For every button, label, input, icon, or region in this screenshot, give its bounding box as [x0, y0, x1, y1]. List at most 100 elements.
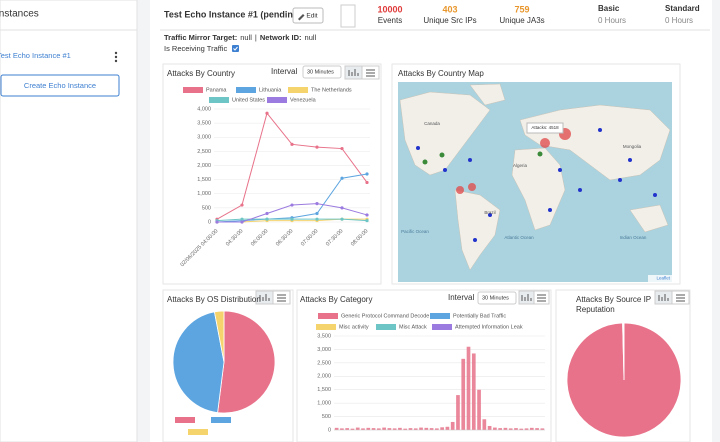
legend-label[interactable]: Venezuela	[290, 97, 317, 103]
separator: |	[255, 33, 257, 42]
bar	[382, 427, 386, 430]
chart-toggle[interactable]	[654, 290, 673, 305]
legend-swatch[interactable]	[209, 97, 229, 103]
header-panel	[150, 0, 712, 62]
bar	[350, 428, 355, 430]
legend-label[interactable]: United States	[232, 97, 265, 103]
y-tick-label: 500	[202, 205, 211, 211]
chart-toggle[interactable]	[255, 290, 274, 305]
stat-value: 759	[514, 4, 529, 14]
bar	[376, 428, 381, 430]
chart-title: Attacks By Source IP Reputation	[576, 295, 651, 314]
y-tick-label: 1,000	[317, 401, 331, 407]
legend-swatch[interactable]	[288, 87, 308, 93]
receiving-label: Is Receiving Traffic	[164, 44, 227, 53]
bar	[477, 389, 481, 430]
legend-label[interactable]: Panama	[206, 87, 227, 93]
map-label: Pacific Ocean	[401, 229, 429, 234]
table-toggle[interactable]	[272, 290, 291, 305]
bar	[408, 428, 413, 430]
create-button-label[interactable]: Create Echo Instance	[24, 81, 96, 90]
table-toggle[interactable]	[533, 290, 550, 305]
data-point	[290, 203, 294, 207]
pie-slice	[213, 310, 225, 363]
pie-slice	[217, 310, 276, 414]
map-attribution[interactable]: Leaflet	[656, 276, 670, 281]
y-tick-label: 3,500	[197, 121, 211, 127]
legend-swatch[interactable]	[188, 429, 208, 435]
legend-label[interactable]: Misc activity	[339, 324, 369, 330]
table-toggle[interactable]	[361, 65, 380, 80]
data-point	[315, 217, 319, 221]
receiving-checkbox[interactable]	[232, 45, 239, 52]
y-tick-label: 3,000	[317, 347, 331, 353]
edit-label[interactable]: Edit	[306, 13, 317, 20]
plan-value: 0 Hours	[598, 16, 626, 25]
network-label: Network ID:	[260, 33, 302, 42]
attribution-box	[648, 275, 672, 282]
interval-value[interactable]: 30 Minutes	[307, 69, 334, 75]
mirror-label: Traffic Mirror Target:	[164, 33, 237, 42]
mirror-value: null	[240, 33, 252, 42]
table-toggle[interactable]	[671, 290, 690, 305]
bar	[371, 428, 376, 430]
legend-swatch[interactable]	[211, 417, 231, 423]
edit-icon	[298, 14, 305, 21]
bar	[450, 421, 455, 430]
data-point	[340, 176, 344, 180]
interval-label: Interval	[448, 293, 474, 302]
instance-title: Test Echo Instance #1 (pending)	[164, 9, 301, 19]
bar	[482, 419, 487, 430]
bar	[366, 427, 371, 430]
legend-label[interactable]: Potentially Bad Traffic	[453, 313, 506, 319]
y-tick-label: 1,000	[197, 191, 211, 197]
data-point	[265, 211, 269, 216]
map-label: Canada	[424, 121, 440, 126]
y-tick-label: 1,500	[197, 177, 211, 183]
bar	[435, 428, 439, 430]
bar	[355, 427, 360, 430]
mirror-info: Traffic Mirror Target: null | Network ID: nu…	[164, 33, 317, 42]
bar	[419, 427, 423, 430]
chart-title: Attacks By OS Distribution	[167, 295, 261, 304]
legend-swatch[interactable]	[432, 324, 452, 330]
legend-label[interactable]: The Netherlands	[311, 87, 352, 93]
y-tick-label: 2,500	[197, 149, 211, 155]
interval-select[interactable]	[302, 65, 342, 79]
legend-swatch[interactable]	[430, 313, 450, 319]
y-tick-label: 3,500	[317, 333, 331, 339]
legend-swatch[interactable]	[236, 87, 256, 93]
pie-slice	[172, 311, 225, 414]
legend-swatch[interactable]	[183, 87, 203, 93]
legend-swatch[interactable]	[318, 313, 338, 319]
legend-label[interactable]: Misc Attack	[399, 324, 427, 330]
data-point	[215, 220, 219, 224]
map-label: Mongolia	[623, 144, 642, 149]
legend-label[interactable]: Attempted Information Leak	[455, 324, 523, 330]
kebab-menu[interactable]	[114, 51, 118, 63]
y-tick-label: 500	[322, 414, 331, 420]
stat-label: Unique JA3s	[499, 16, 544, 25]
check-icon	[233, 46, 238, 51]
legend-swatch[interactable]	[267, 97, 287, 103]
interval-value[interactable]: 30 Minutes	[482, 295, 509, 301]
y-tick-label: 1,500	[317, 387, 331, 393]
legend-label[interactable]: Generic Protocol Command Decode	[341, 313, 429, 319]
chart-toggle[interactable]	[518, 290, 535, 305]
interval-select[interactable]	[477, 291, 517, 305]
legend-swatch[interactable]	[316, 324, 336, 330]
pie-slice	[622, 322, 625, 381]
create-button[interactable]	[0, 74, 120, 97]
data-point	[290, 142, 294, 146]
map-label: Brazil	[484, 210, 495, 215]
plan-name: Standard	[665, 4, 700, 13]
data-point	[240, 203, 244, 207]
legend-label[interactable]: Lithuania	[259, 87, 282, 93]
legend-swatch[interactable]	[175, 417, 195, 423]
instance-link[interactable]: Test Echo Instance #1	[0, 51, 71, 60]
bar	[340, 428, 344, 430]
legend-swatch[interactable]	[376, 324, 396, 330]
data-point	[365, 218, 369, 223]
chart-toggle[interactable]	[344, 65, 363, 80]
map-label: Algeria	[513, 163, 528, 168]
